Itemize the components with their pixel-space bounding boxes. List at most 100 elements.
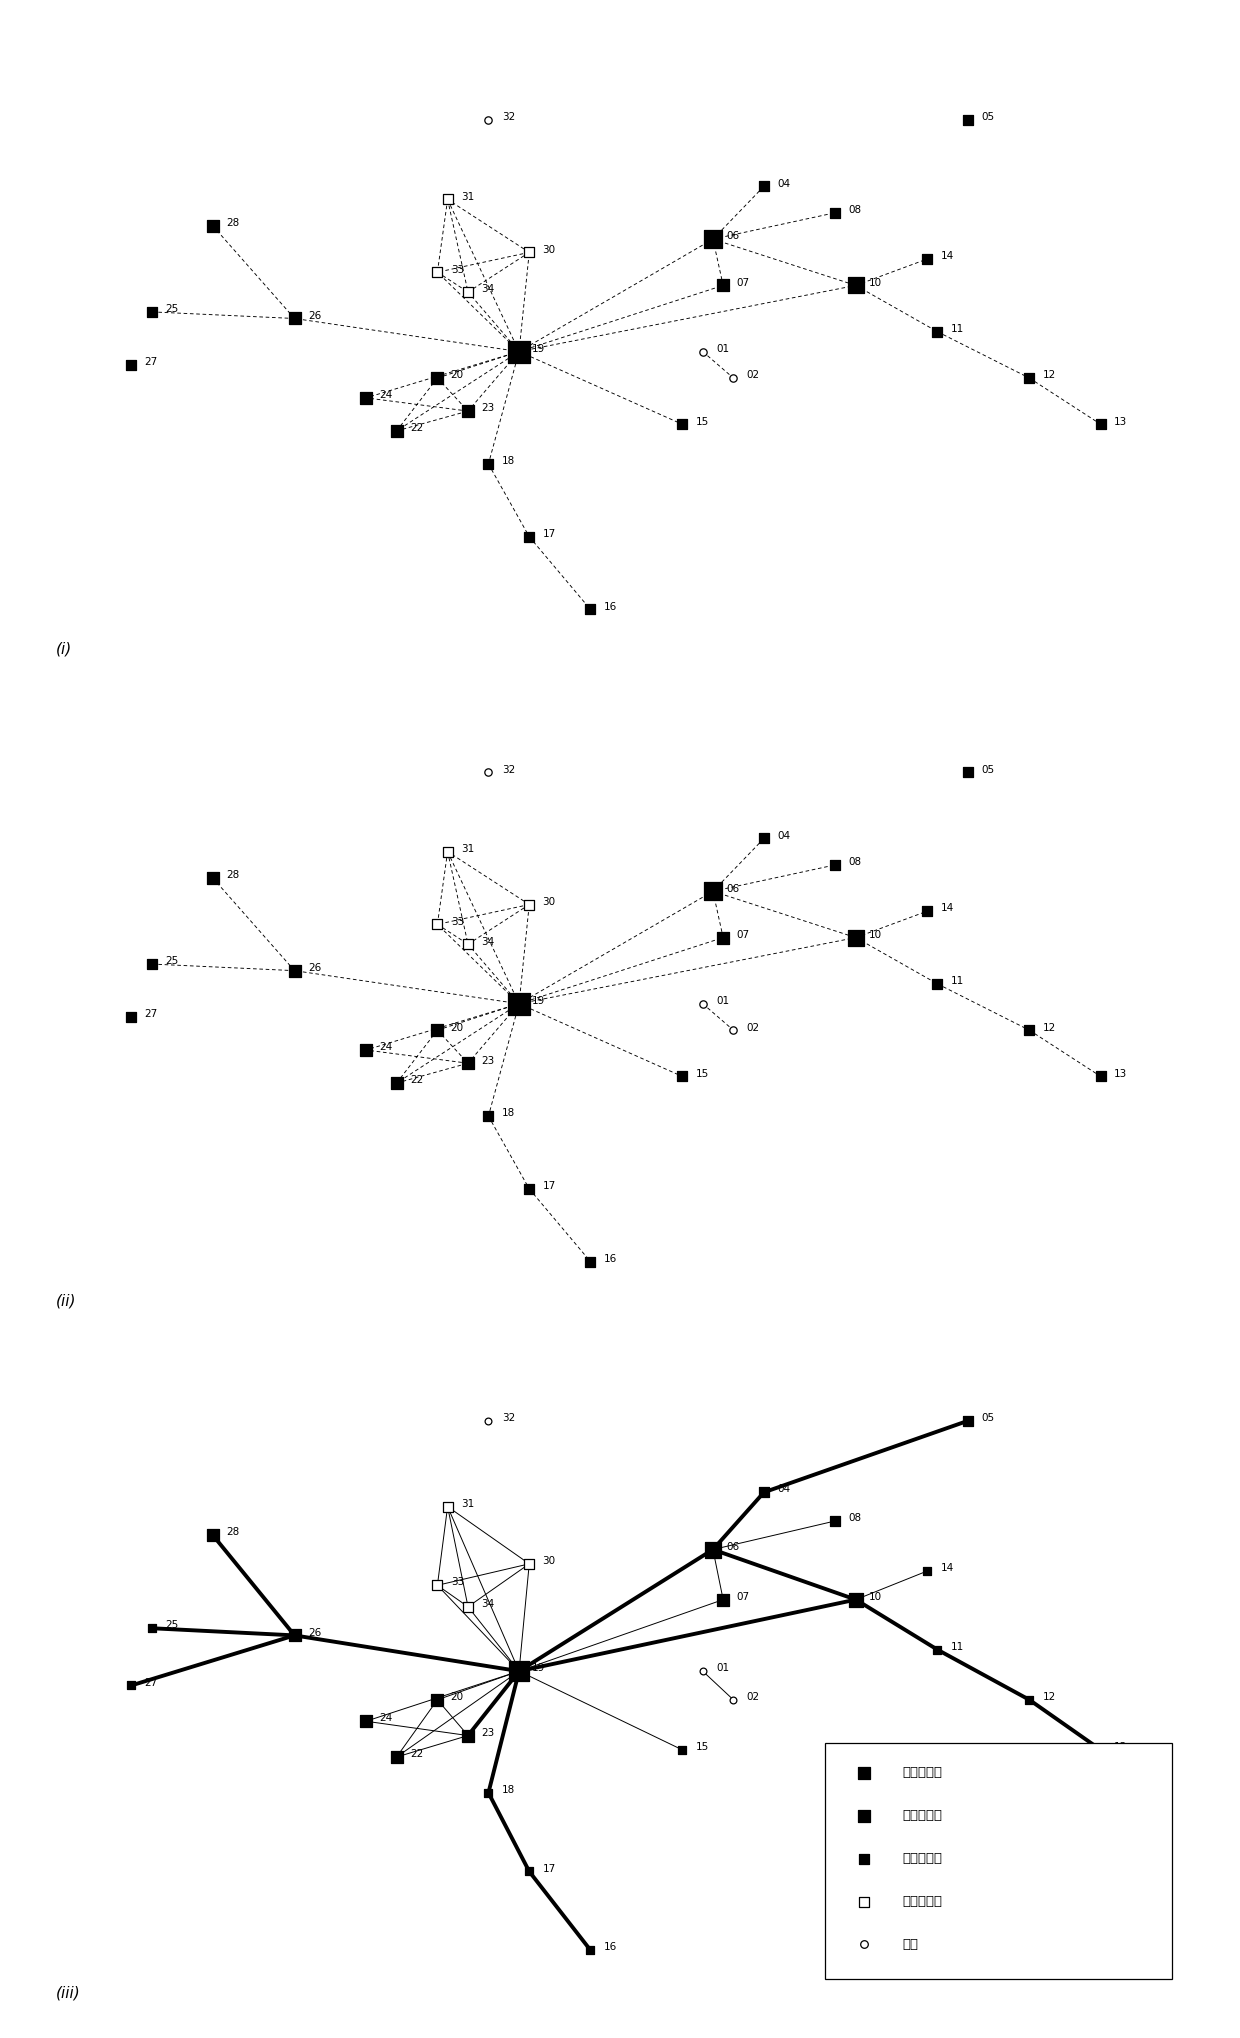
Point: [510, 334, 529, 367]
Text: 15: 15: [696, 1742, 709, 1753]
Point: [826, 1504, 846, 1537]
Point: [754, 169, 774, 202]
Text: 25: 25: [165, 1620, 179, 1630]
Point: [428, 909, 448, 942]
Point: [928, 968, 947, 1001]
Text: 10: 10: [869, 277, 882, 287]
Text: 25: 25: [165, 956, 179, 966]
Point: [510, 988, 529, 1021]
Point: [428, 1683, 448, 1716]
Text: 08: 08: [848, 206, 862, 216]
Point: [387, 1066, 407, 1098]
Text: 24: 24: [379, 389, 393, 399]
Text: 28: 28: [226, 870, 239, 880]
FancyBboxPatch shape: [825, 1742, 1172, 1979]
Point: [1019, 361, 1039, 393]
Text: 19: 19: [532, 1663, 546, 1673]
Point: [703, 1533, 723, 1565]
Point: [479, 756, 498, 789]
Text: 11: 11: [951, 324, 963, 334]
Point: [479, 104, 498, 137]
Point: [458, 1720, 477, 1753]
Text: 27: 27: [145, 1009, 157, 1019]
Text: 13: 13: [1114, 1742, 1127, 1753]
Text: 30: 30: [543, 1555, 556, 1565]
Text: 20: 20: [450, 1023, 464, 1033]
Text: 33: 33: [450, 917, 464, 927]
Point: [846, 921, 866, 954]
Text: 02: 02: [746, 371, 760, 381]
Point: [1091, 408, 1111, 440]
Text: 慕田峪组团: 慕田峪组团: [903, 1810, 942, 1822]
Point: [846, 1584, 866, 1616]
Text: 26: 26: [308, 312, 321, 320]
Text: 31: 31: [461, 192, 474, 202]
Point: [520, 1855, 539, 1887]
Text: 01: 01: [715, 344, 729, 355]
Point: [754, 1476, 774, 1508]
Text: 06: 06: [727, 1541, 739, 1551]
Point: [580, 1245, 600, 1278]
Point: [438, 1490, 458, 1522]
Text: 16: 16: [604, 601, 618, 611]
Text: 24: 24: [379, 1714, 393, 1724]
Point: [703, 222, 723, 255]
Text: 26: 26: [308, 964, 321, 972]
Text: 32: 32: [502, 1412, 515, 1423]
Point: [203, 210, 223, 243]
Text: 04: 04: [777, 179, 790, 190]
Point: [520, 520, 539, 552]
Text: 14: 14: [940, 1563, 954, 1573]
Text: 15: 15: [696, 1068, 709, 1078]
Point: [723, 361, 743, 393]
Point: [672, 1060, 692, 1092]
Text: 22: 22: [410, 1749, 423, 1759]
Text: 12: 12: [1043, 1692, 1055, 1702]
Text: 05: 05: [981, 112, 994, 122]
Point: [918, 1555, 937, 1588]
Text: 08: 08: [848, 858, 862, 868]
Text: 12: 12: [1043, 371, 1055, 381]
Text: 34: 34: [481, 285, 495, 293]
Point: [846, 269, 866, 302]
Point: [723, 1013, 743, 1045]
Text: 23: 23: [481, 1056, 495, 1066]
Text: 八达岭组团: 八达岭组团: [903, 1895, 942, 1908]
Text: 07: 07: [737, 929, 749, 940]
Point: [672, 408, 692, 440]
Point: [854, 1757, 874, 1789]
Point: [713, 1584, 733, 1616]
Point: [141, 1612, 161, 1645]
Point: [122, 348, 141, 381]
Text: 11: 11: [951, 976, 963, 986]
Text: 14: 14: [940, 251, 954, 261]
Text: 20: 20: [450, 371, 464, 381]
Point: [285, 1618, 305, 1651]
Point: [520, 1172, 539, 1204]
Text: 06: 06: [727, 884, 739, 893]
Text: 06: 06: [727, 232, 739, 240]
Text: 17: 17: [543, 1863, 556, 1873]
Text: 27: 27: [145, 1677, 157, 1687]
Point: [141, 296, 161, 328]
Text: (ii): (ii): [56, 1294, 76, 1308]
Point: [356, 381, 376, 414]
Text: 08: 08: [848, 1512, 862, 1522]
Text: 10: 10: [869, 1592, 882, 1602]
Point: [713, 921, 733, 954]
Text: 28: 28: [226, 1526, 239, 1537]
Point: [356, 1706, 376, 1738]
Point: [428, 1569, 448, 1602]
Text: 04: 04: [777, 832, 790, 842]
Point: [1091, 1060, 1111, 1092]
Point: [723, 1683, 743, 1716]
Text: 17: 17: [543, 530, 556, 540]
Point: [1019, 1013, 1039, 1045]
Point: [959, 104, 978, 137]
Text: 24: 24: [379, 1041, 393, 1052]
Text: 02: 02: [746, 1692, 760, 1702]
Point: [959, 1404, 978, 1437]
Point: [479, 1404, 498, 1437]
Text: 33: 33: [450, 265, 464, 275]
Text: 26: 26: [308, 1628, 321, 1637]
